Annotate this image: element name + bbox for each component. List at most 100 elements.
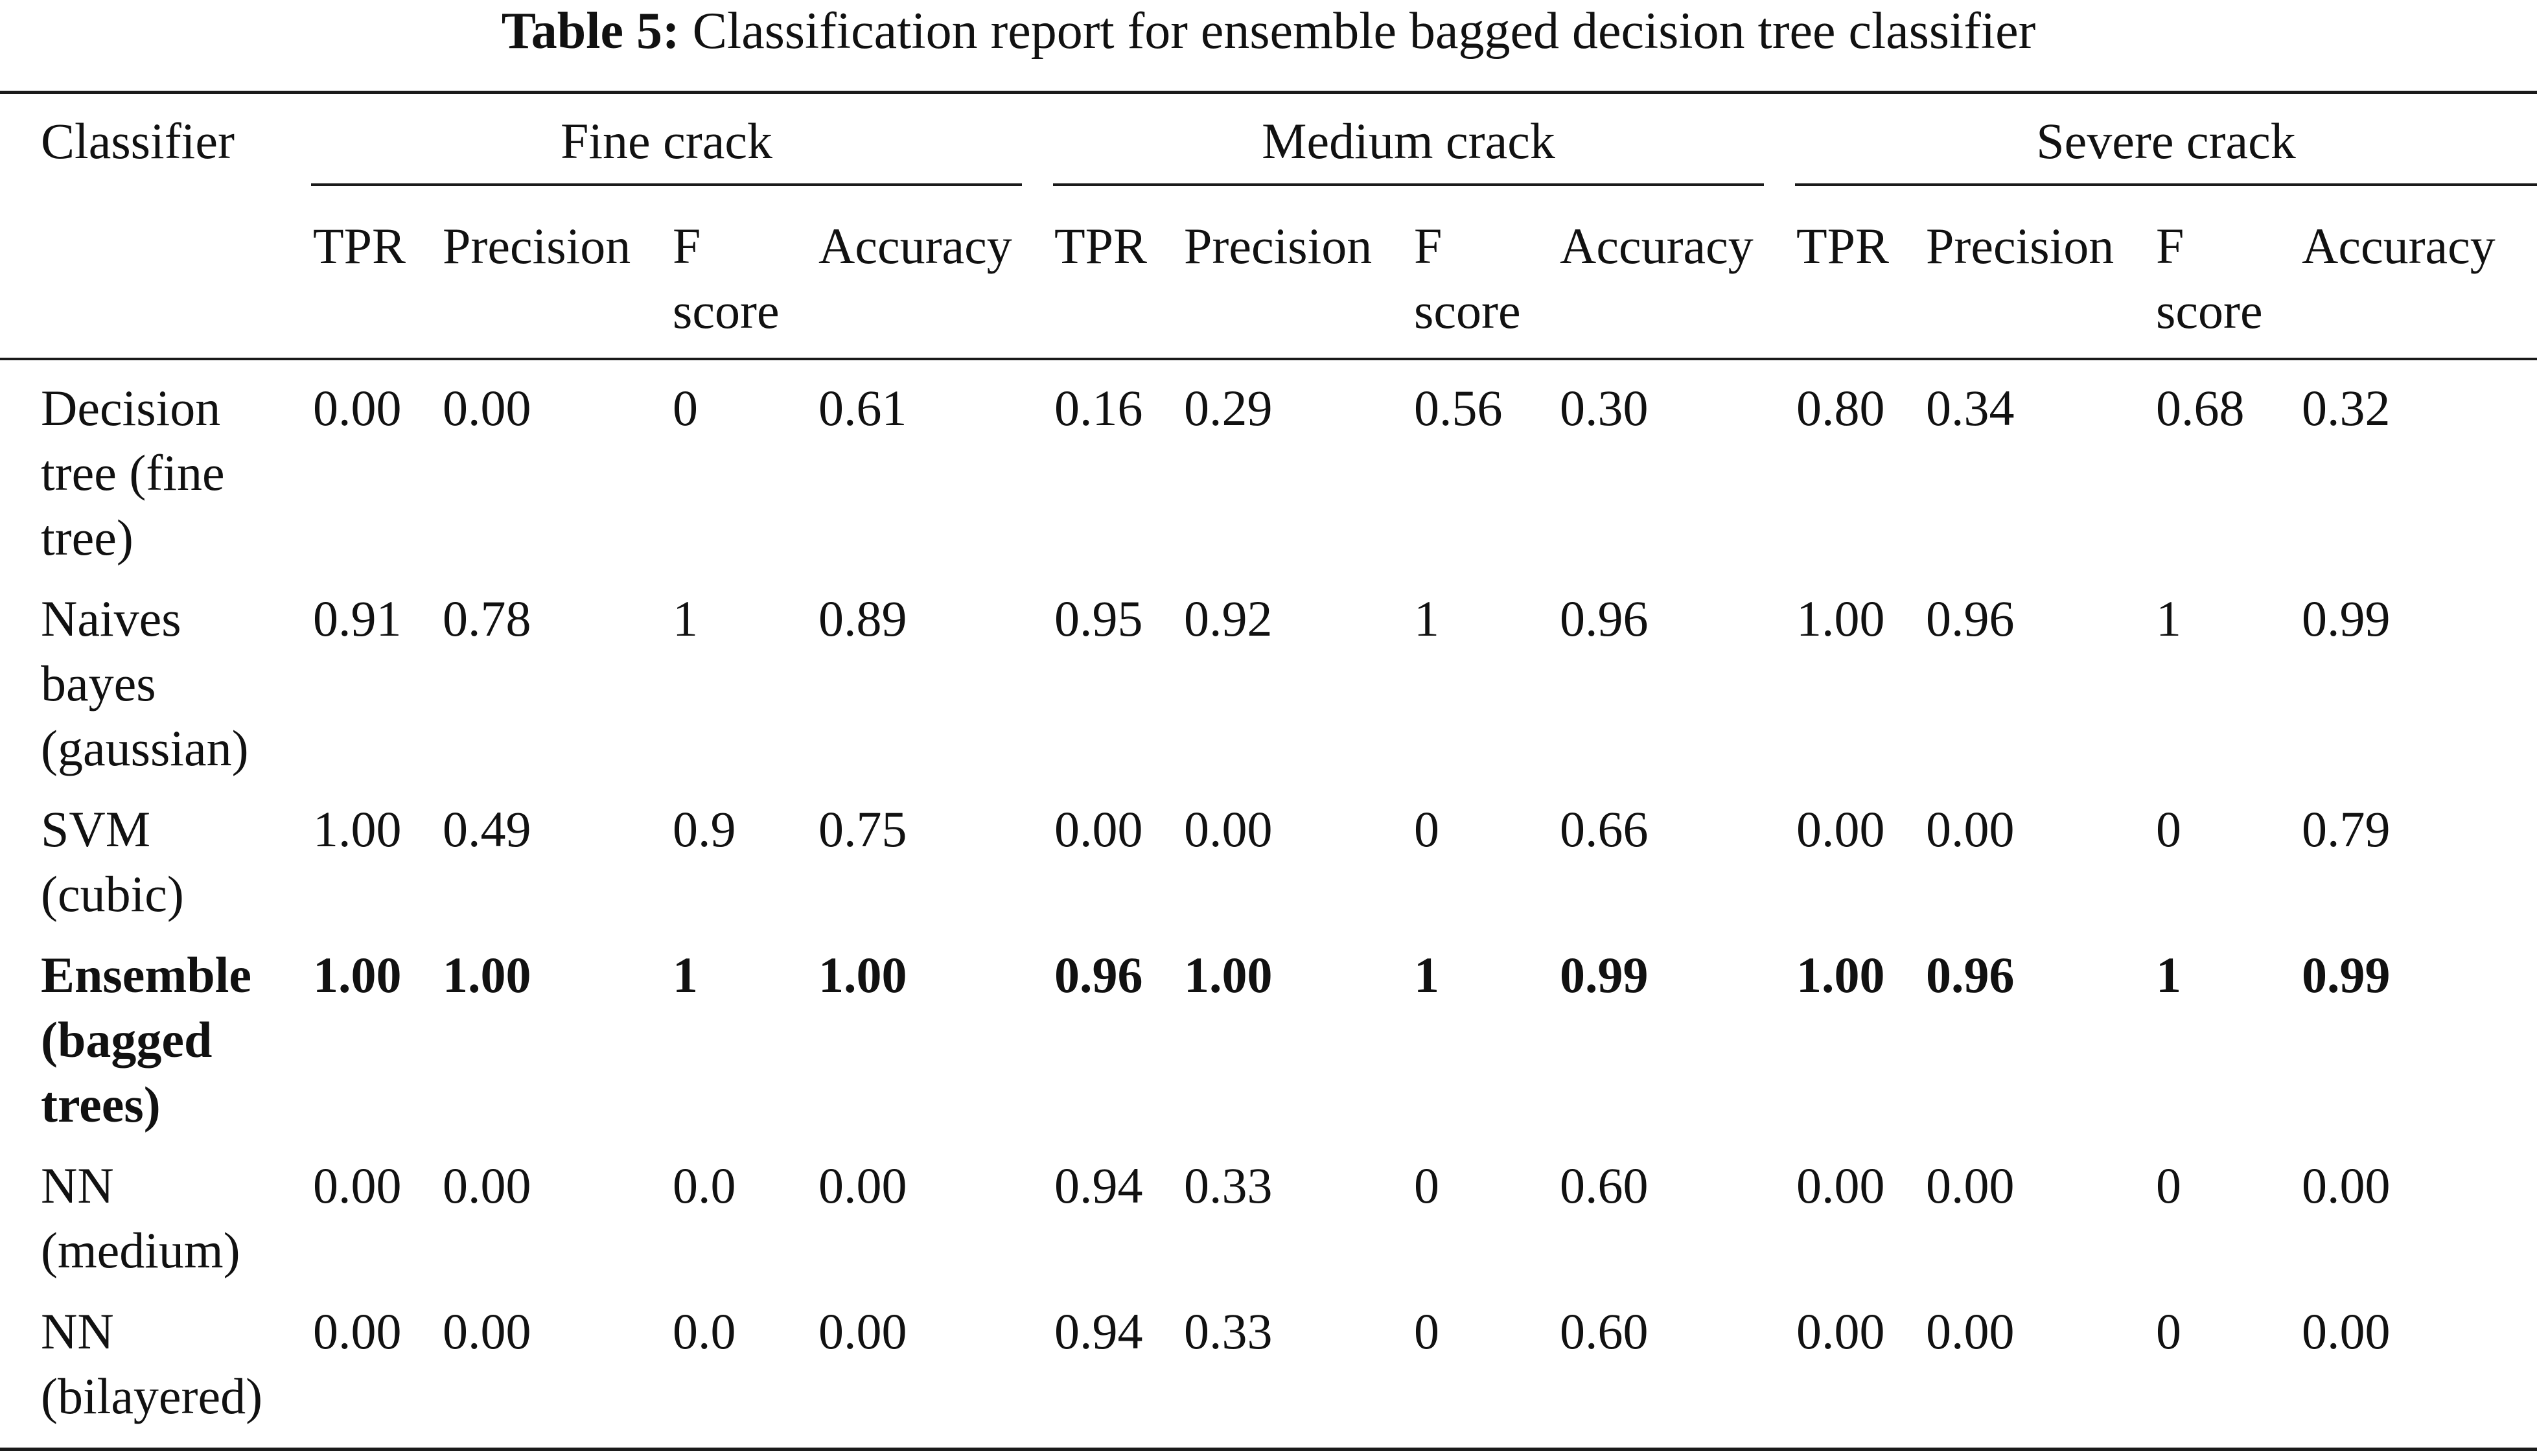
table-cell: 0.00 bbox=[1926, 801, 2015, 857]
table-cell: 0.96 bbox=[1926, 947, 2015, 1003]
row-label-line: bayes bbox=[41, 655, 156, 711]
table-cell: 0.96 bbox=[1926, 590, 2015, 647]
col-header-tpr: TPR bbox=[1054, 218, 1148, 274]
table-cell: 0.29 bbox=[1184, 380, 1273, 436]
row-label-line: (bilayered) bbox=[41, 1368, 263, 1424]
col-header-tpr: TPR bbox=[1796, 218, 1890, 274]
table-cell: 0.60 bbox=[1560, 1303, 1649, 1359]
table-caption: Table 5: Classification report for ensem… bbox=[0, 0, 2537, 65]
table-cell: 0.32 bbox=[2302, 380, 2391, 436]
table-cell: 0.80 bbox=[1796, 380, 1885, 436]
table-cell: 0 bbox=[2156, 1303, 2181, 1359]
row-label-line: SVM bbox=[41, 801, 151, 857]
table-cell: 0.00 bbox=[1796, 1303, 1885, 1359]
table-cell: 0.00 bbox=[1796, 801, 1885, 857]
col-header-accuracy: Accuracy bbox=[2302, 218, 2496, 274]
table-cell: 0.60 bbox=[1560, 1157, 1649, 1214]
table-cell: 0 bbox=[1414, 801, 1439, 857]
col-header-fscore-line: F bbox=[1414, 218, 1442, 274]
table-cell: 0.00 bbox=[1926, 1157, 2015, 1214]
table-cell: 0.34 bbox=[1926, 380, 2015, 436]
header-classifier: Classifier bbox=[41, 113, 235, 169]
col-header-fscore-line: F bbox=[673, 218, 701, 274]
col-header-tpr: TPR bbox=[313, 218, 406, 274]
table-cell: 0.00 bbox=[1054, 801, 1143, 857]
table-cell: 0.95 bbox=[1054, 590, 1143, 647]
table-cell: 1.00 bbox=[1184, 947, 1273, 1003]
table-cell: 1.00 bbox=[818, 947, 907, 1003]
table-cell: 0.33 bbox=[1184, 1303, 1273, 1359]
table-cell: 0.66 bbox=[1560, 801, 1649, 857]
table-cell: 0.00 bbox=[2302, 1303, 2391, 1359]
table-cell: 0.0 bbox=[673, 1157, 736, 1214]
row-label-line: NN bbox=[41, 1303, 114, 1359]
table-cell: 0.56 bbox=[1414, 380, 1503, 436]
group-rule-fine bbox=[311, 183, 1022, 186]
row-label-line: Naives bbox=[41, 590, 181, 647]
table-cell: 0.89 bbox=[818, 590, 907, 647]
col-header-fscore-line: F bbox=[2156, 218, 2184, 274]
table-cell: 0.00 bbox=[443, 1303, 531, 1359]
table-cell: 0.0 bbox=[673, 1303, 736, 1359]
table-cell: 0.00 bbox=[2302, 1157, 2391, 1214]
table-cell: 1.00 bbox=[1796, 947, 1885, 1003]
table-cell: 0.61 bbox=[818, 380, 907, 436]
table-cell: 1 bbox=[2156, 947, 2181, 1003]
row-label: Ensemble (bagged trees) bbox=[41, 943, 251, 1137]
table-cell: 1 bbox=[673, 590, 698, 647]
col-header-accuracy: Accuracy bbox=[1560, 218, 1754, 274]
table-cell: 0 bbox=[2156, 801, 2181, 857]
table-cell: 0.00 bbox=[313, 380, 402, 436]
table-cell: 0.00 bbox=[818, 1157, 907, 1214]
row-label-line: Decision bbox=[41, 380, 221, 436]
table-cell: 0.96 bbox=[1560, 590, 1649, 647]
table-cell: 0 bbox=[1414, 1303, 1439, 1359]
col-header-precision: Precision bbox=[1926, 218, 2114, 274]
table-cell: 0.99 bbox=[2302, 947, 2391, 1003]
table-cell: 0.68 bbox=[2156, 380, 2245, 436]
table-cell: 0.91 bbox=[313, 590, 402, 647]
row-label-line: (gaussian) bbox=[41, 720, 249, 776]
table-cell: 0.00 bbox=[443, 380, 531, 436]
table-cell: 0.00 bbox=[313, 1303, 402, 1359]
table-cell: 0.99 bbox=[2302, 590, 2391, 647]
col-header-fscore: F score bbox=[1414, 214, 1521, 343]
table-cell: 0.99 bbox=[1560, 947, 1649, 1003]
row-label: SVM (cubic) bbox=[41, 797, 184, 927]
table-cell: 0.94 bbox=[1054, 1157, 1143, 1214]
table-cell: 1.00 bbox=[313, 801, 402, 857]
table-top-rule bbox=[0, 91, 2537, 94]
col-header-fscore: F score bbox=[673, 214, 780, 343]
table-cell: 1 bbox=[1414, 590, 1439, 647]
table-cell: 0.33 bbox=[1184, 1157, 1273, 1214]
table-cell: 0.00 bbox=[443, 1157, 531, 1214]
table-cell: 0.96 bbox=[1054, 947, 1143, 1003]
table-cell: 0 bbox=[673, 380, 698, 436]
row-label: NN (medium) bbox=[41, 1153, 240, 1283]
row-label-line: (medium) bbox=[41, 1222, 240, 1278]
row-label-line: tree) bbox=[41, 509, 133, 566]
group-rule-severe bbox=[1795, 183, 2537, 186]
row-label: NN (bilayered) bbox=[41, 1299, 262, 1429]
table-cell: 0.00 bbox=[1926, 1303, 2015, 1359]
table-cell: 0 bbox=[1414, 1157, 1439, 1214]
table-bottom-rule bbox=[0, 1448, 2537, 1451]
table-cell: 0.16 bbox=[1054, 380, 1143, 436]
col-header-precision: Precision bbox=[1184, 218, 1373, 274]
col-header-fscore-line: score bbox=[1414, 283, 1521, 339]
table-cell: 0 bbox=[2156, 1157, 2181, 1214]
row-label: Decision tree (fine tree) bbox=[41, 376, 225, 570]
group-title-medium: Medium crack bbox=[1262, 113, 1555, 169]
col-header-precision: Precision bbox=[443, 218, 631, 274]
table-cell: 0.94 bbox=[1054, 1303, 1143, 1359]
table-cell: 0.78 bbox=[443, 590, 531, 647]
table-cell: 0.49 bbox=[443, 801, 531, 857]
row-label-line: tree (fine bbox=[41, 445, 225, 501]
row-label-line: (cubic) bbox=[41, 866, 184, 922]
row-label-line: (bagged bbox=[41, 1011, 213, 1068]
table-cell: 1 bbox=[2156, 590, 2181, 647]
table-cell: 1 bbox=[673, 947, 698, 1003]
col-header-accuracy: Accuracy bbox=[818, 218, 1012, 274]
col-header-fscore: F score bbox=[2156, 214, 2263, 343]
group-title-fine: Fine crack bbox=[560, 113, 772, 169]
